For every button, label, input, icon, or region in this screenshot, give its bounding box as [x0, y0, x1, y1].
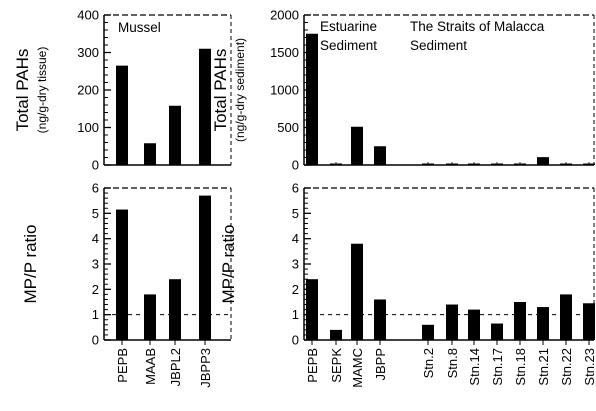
x-tick-label: Stn.14 [467, 348, 482, 386]
y-axis-label: MP/P ratio [219, 224, 238, 303]
y-tick-label: 0 [92, 333, 99, 348]
y-tick-label: 2000 [270, 8, 299, 23]
x-tick-label: PEPB [115, 348, 130, 383]
x-tick-label: JBPP3 [198, 348, 213, 388]
x-tick-label: MAAB [143, 348, 158, 385]
bar-jbpp3 [199, 48, 211, 165]
bar-stn2 [422, 324, 434, 340]
bar-jbpp3 [199, 195, 211, 340]
panel-sediment_mpp: 0 1 2 3 4 5 6 PEPB SEPK MAMC JBPP Stn.2 Stn.8 Stn.14 S… [219, 181, 596, 388]
y-tick-label: 0 [292, 158, 299, 173]
bar-jbpl2 [169, 105, 181, 165]
y-axis-sublabel: (ng/g-dry sediment) [233, 38, 247, 142]
y-tick-label: 2 [92, 282, 99, 297]
bar-stn17 [491, 323, 503, 340]
y-tick-label: 200 [77, 83, 99, 98]
annotation-line: Sediment [410, 38, 467, 53]
bar-jbpp [374, 146, 386, 165]
y-axis-label: Total PAHs [211, 49, 230, 132]
panel-annotation: Estuarine Sediment [320, 19, 377, 53]
bar-pepb [306, 279, 318, 340]
y-tick-label: 3 [92, 257, 99, 272]
bar-stn18 [514, 302, 526, 340]
y-axis-label: Total PAHs [13, 49, 32, 132]
bar-maab [144, 294, 156, 340]
y-tick-label: 5 [292, 206, 299, 221]
x-tick-label: Stn.22 [559, 348, 574, 386]
x-tick-label: JBPP [373, 348, 388, 381]
bar-sepk [330, 329, 342, 340]
x-tick-label: Stn.2 [421, 348, 436, 378]
bar-stn23 [583, 303, 595, 340]
bar-pepb [116, 209, 128, 340]
bar-stn21 [537, 307, 549, 340]
x-tick-label: Stn.18 [513, 348, 528, 386]
bar-stn14 [468, 309, 480, 340]
bar-pepb [306, 33, 318, 165]
bar-maab [144, 143, 156, 165]
bar-mamc [351, 243, 363, 340]
y-tick-label: 6 [292, 181, 299, 196]
y-tick-label: 500 [277, 120, 299, 135]
bar-pepb [116, 65, 128, 165]
panel-mussel_mpp: 0 1 2 3 4 5 6 PEPB MAAB JBPL2 JBPP3 MP/P ratio [21, 181, 232, 388]
y-tick-label: 6 [92, 181, 99, 196]
y-tick-label: 5 [92, 206, 99, 221]
x-tick-label: Stn.21 [536, 348, 551, 386]
y-tick-label: 4 [292, 231, 299, 246]
bar-stn8 [446, 304, 458, 340]
y-tick-label: 0 [292, 333, 299, 348]
bar-stn21 [537, 157, 549, 165]
x-tick-label: MAMC [350, 348, 365, 388]
x-tick-label: Stn.8 [445, 348, 460, 378]
x-tick-label: SEPK [329, 348, 344, 383]
x-tick-label: PEPB [305, 348, 320, 383]
x-tick-label: Stn.23 [582, 348, 596, 386]
y-tick-label: 0 [92, 158, 99, 173]
panel-annotation: The Straits of Malacca Sediment [410, 19, 545, 53]
y-tick-label: 1500 [270, 45, 299, 60]
bar-jbpp [374, 299, 386, 340]
annotation-line: The Straits of Malacca [410, 19, 545, 34]
y-tick-label: 400 [77, 8, 99, 23]
y-axis-sublabel: (ng/g-dry tissue) [35, 47, 49, 134]
bar-stn22 [560, 294, 572, 340]
x-tick-label: Stn.17 [490, 348, 505, 386]
panel-title: Mussel [118, 20, 161, 35]
y-tick-label: 1 [292, 307, 299, 322]
y-tick-label: 3 [292, 257, 299, 272]
y-axis-label: MP/P ratio [21, 224, 40, 303]
x-tick-label: JBPL2 [168, 348, 183, 386]
annotation-line: Sediment [320, 38, 377, 53]
panel-sediment_pah: 0 500 1000 1500 2000 Total PAHs (ng/g-dry sedi… [211, 8, 595, 173]
y-tick-label: 4 [92, 231, 99, 246]
y-tick-label: 1000 [270, 83, 299, 98]
annotation-line: Estuarine [320, 19, 377, 34]
y-tick-label: 2 [292, 282, 299, 297]
y-tick-label: 100 [77, 120, 99, 135]
y-tick-label: 1 [92, 307, 99, 322]
bar-mamc [351, 126, 363, 165]
y-tick-label: 300 [77, 45, 99, 60]
bar-jbpl2 [169, 279, 181, 340]
